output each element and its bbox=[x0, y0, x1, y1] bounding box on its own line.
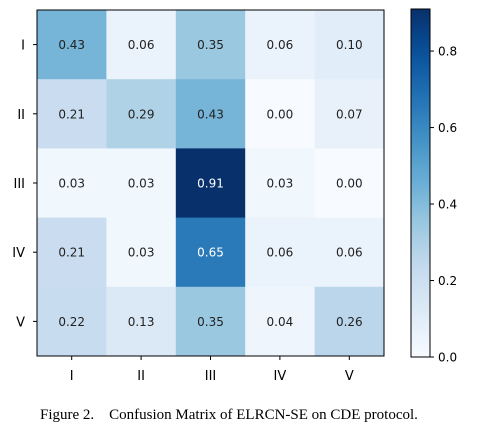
x-tick-label: II bbox=[137, 369, 145, 384]
cell-value-label: 0.26 bbox=[336, 315, 363, 329]
heatmap-cell bbox=[245, 217, 316, 288]
cell-value-label: 0.35 bbox=[197, 38, 224, 52]
y-tick-label: II bbox=[17, 108, 25, 123]
cell-value-label: 0.00 bbox=[336, 177, 363, 191]
cell-value-label: 0.06 bbox=[336, 246, 363, 260]
colorbar-tick-label: 0.8 bbox=[438, 45, 457, 59]
cell-value-label: 0.06 bbox=[267, 38, 294, 52]
colorbar-tick-label: 0.4 bbox=[438, 198, 457, 212]
cell-value-label: 0.35 bbox=[197, 315, 224, 329]
heatmap-cell bbox=[245, 10, 316, 80]
heatmap-cell bbox=[175, 286, 246, 357]
colorbar: 0.0 0.2 0.4 0.6 0.8 bbox=[410, 8, 457, 365]
heatmap-cell bbox=[175, 10, 246, 80]
heatmap-cell bbox=[245, 148, 316, 219]
heatmap-cell bbox=[37, 148, 107, 219]
cell-value-label: 0.06 bbox=[267, 246, 294, 260]
heatmap-cells bbox=[37, 10, 385, 357]
cell-value-label: 0.03 bbox=[128, 246, 155, 260]
heatmap-cell bbox=[37, 217, 107, 288]
colorbar-tick-label: 0.6 bbox=[438, 121, 457, 135]
cell-value-label: 0.13 bbox=[128, 315, 155, 329]
y-tick-label: I bbox=[21, 39, 25, 54]
x-tick-label: V bbox=[345, 369, 354, 384]
heatmap-cell bbox=[175, 148, 246, 219]
y-tick-label: III bbox=[13, 177, 25, 192]
x-tick-label: I bbox=[70, 369, 74, 384]
heatmap-cell bbox=[175, 79, 246, 149]
heatmap-cell bbox=[106, 217, 177, 288]
heatmap-cell bbox=[106, 286, 177, 357]
x-tick-label: IV bbox=[274, 369, 287, 384]
heatmap-cell-labels: 0.43 0.06 0.35 0.06 0.10 0.21 0.29 0.43 0.00 0.07… bbox=[58, 38, 362, 329]
cell-value-label: 0.03 bbox=[58, 177, 85, 191]
cell-value-label: 0.91 bbox=[197, 177, 224, 191]
heatmap-cell bbox=[245, 286, 316, 357]
cell-value-label: 0.29 bbox=[128, 107, 155, 121]
cell-value-label: 0.43 bbox=[58, 38, 85, 52]
heatmap-cell bbox=[106, 148, 177, 219]
colorbar-tick-label: 0.2 bbox=[438, 274, 457, 288]
heatmap-cell bbox=[245, 79, 316, 149]
colorbar-tick-label: 0.0 bbox=[438, 351, 457, 365]
heatmap-cell bbox=[106, 79, 177, 149]
cell-value-label: 0.00 bbox=[267, 107, 294, 121]
heatmap-cell bbox=[314, 217, 385, 288]
heatmap-cell bbox=[37, 286, 107, 357]
heatmap-cell bbox=[106, 10, 177, 80]
colorbar-gradient bbox=[410, 8, 431, 358]
cell-value-label: 0.65 bbox=[197, 246, 224, 260]
cell-value-label: 0.07 bbox=[336, 107, 363, 121]
cell-value-label: 0.10 bbox=[336, 38, 363, 52]
heatmap-cell bbox=[314, 286, 385, 357]
cell-value-label: 0.04 bbox=[267, 315, 294, 329]
heatmap-cell bbox=[37, 79, 107, 149]
heatmap-cell bbox=[37, 10, 107, 80]
cell-value-label: 0.22 bbox=[58, 315, 85, 329]
y-tick-label: IV bbox=[12, 246, 25, 261]
heatmap-cell bbox=[314, 10, 385, 80]
x-axis-ticks: I II III IV V bbox=[70, 356, 354, 384]
heatmap-cell bbox=[175, 217, 246, 288]
cell-value-label: 0.06 bbox=[128, 38, 155, 52]
cell-value-label: 0.03 bbox=[267, 177, 294, 191]
cell-value-label: 0.21 bbox=[58, 246, 85, 260]
heatmap-cell bbox=[314, 79, 385, 149]
heatmap-cell bbox=[314, 148, 385, 219]
figure-caption: Figure 2. Confusion Matrix of ELRCN-SE o… bbox=[40, 407, 418, 423]
cell-value-label: 0.43 bbox=[197, 107, 224, 121]
cell-value-label: 0.03 bbox=[128, 177, 155, 191]
y-tick-label: V bbox=[16, 315, 25, 330]
cell-value-label: 0.21 bbox=[58, 107, 85, 121]
x-tick-label: III bbox=[205, 369, 217, 384]
